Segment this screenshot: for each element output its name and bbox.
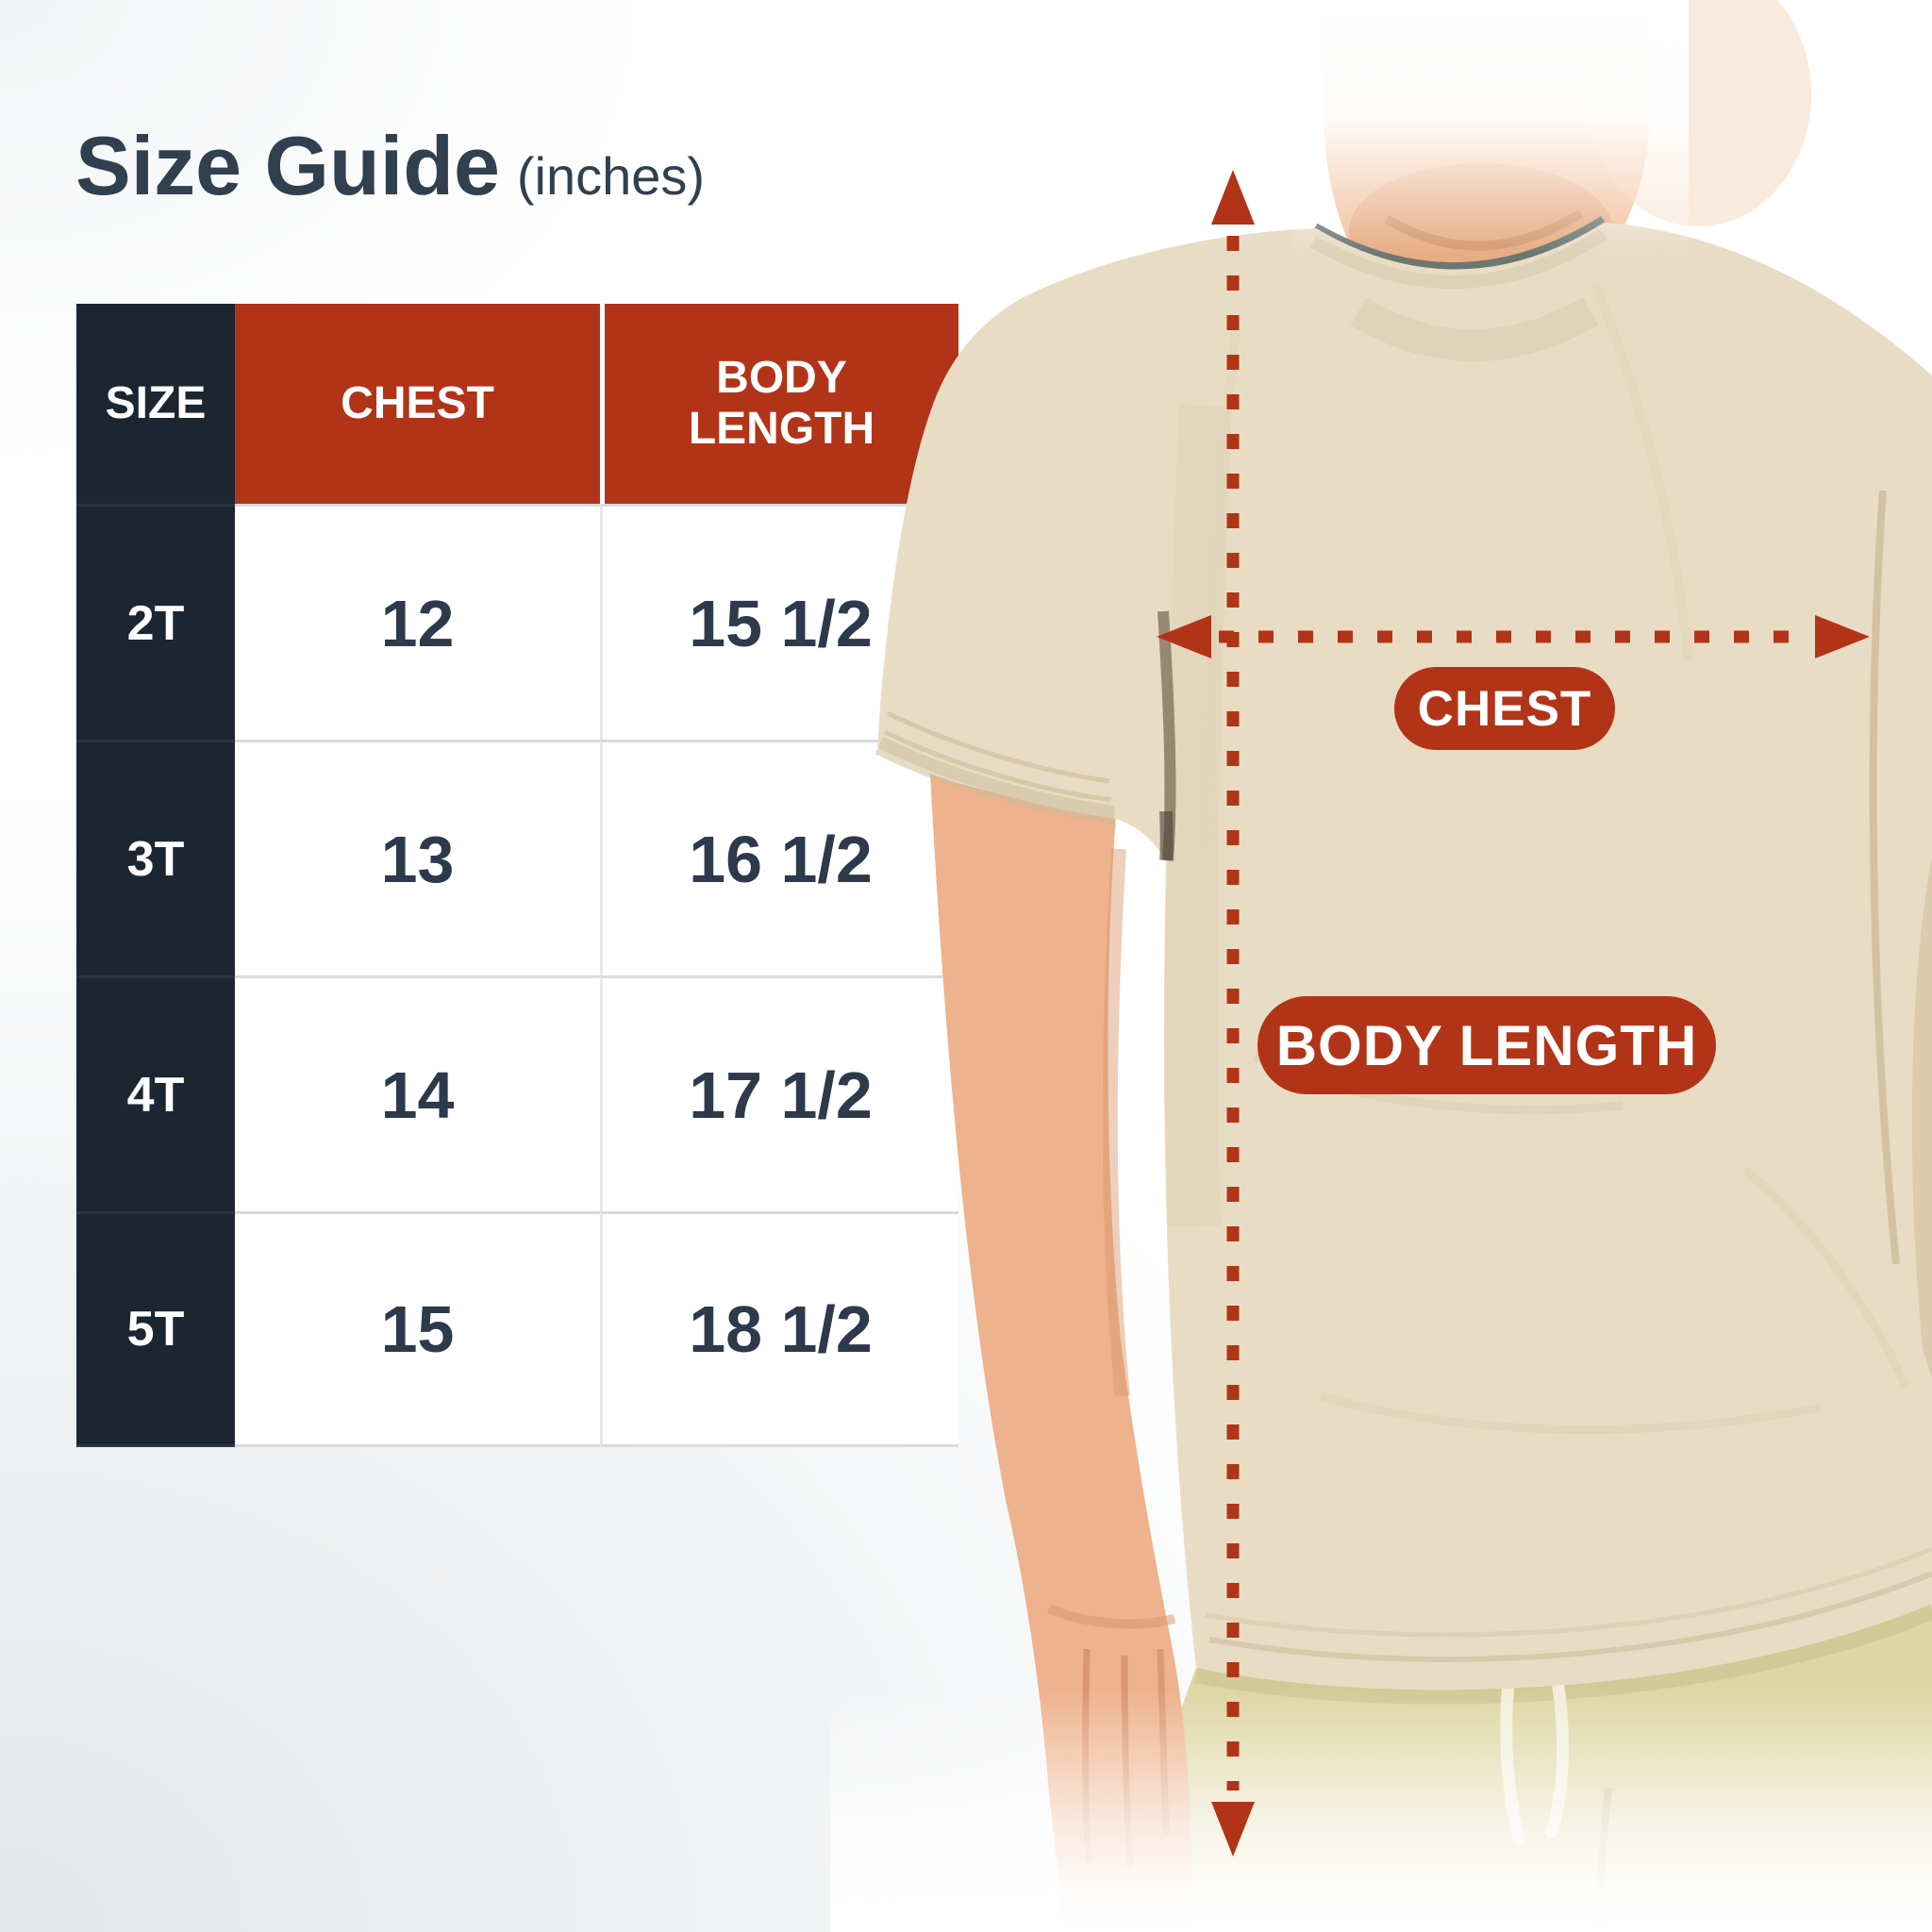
table-row-body-length-cell: 17 1/2 bbox=[600, 975, 958, 1211]
collar-lining bbox=[1305, 215, 1614, 310]
drawstring bbox=[1500, 1665, 1525, 1846]
table-row-size-cell: 4T bbox=[76, 975, 235, 1211]
chest-measurement-label: CHEST bbox=[1394, 667, 1615, 750]
table-row-body-length-cell: 16 1/2 bbox=[600, 740, 958, 975]
table-row-chest-cell: 13 bbox=[235, 740, 600, 975]
body-length-column-header: BODY LENGTH bbox=[600, 304, 958, 504]
table-row-chest-cell: 14 bbox=[235, 975, 600, 1211]
table-row-body-length-cell: 18 1/2 bbox=[600, 1211, 958, 1447]
table-row-size-cell: 2T bbox=[76, 504, 235, 740]
cheek-blur bbox=[1585, 0, 1811, 226]
chest-column-header: CHEST bbox=[235, 304, 600, 504]
page-title-unit: (inches) bbox=[516, 146, 706, 206]
side-seam-crease bbox=[1869, 490, 1900, 1265]
table-row-chest-cell: 15 bbox=[235, 1211, 600, 1447]
table-row-chest-cell: 12 bbox=[235, 504, 600, 740]
pants-seam bbox=[1596, 1787, 1612, 1932]
arrow-right-icon bbox=[1815, 615, 1870, 658]
collar-ribbing bbox=[1309, 228, 1607, 290]
table-row-size-cell: 3T bbox=[76, 740, 235, 975]
drawstring bbox=[1545, 1668, 1570, 1839]
page-title-text: Size Guide bbox=[75, 119, 500, 212]
child-neck bbox=[1323, 0, 1811, 311]
face-fade bbox=[1292, 0, 1689, 255]
size-table: SIZE CHEST BODY LENGTH 2T 12 15 1/2 3T 1… bbox=[76, 304, 958, 1447]
arrow-left-icon bbox=[1157, 615, 1211, 658]
chest-arrow bbox=[1157, 615, 1870, 658]
body-length-measurement-label: BODY LENGTH bbox=[1257, 996, 1716, 1094]
page-title: Size Guide (inches) bbox=[75, 119, 706, 212]
table-row-size-cell: 5T bbox=[76, 1211, 235, 1447]
size-column-header: SIZE bbox=[76, 304, 235, 504]
table-row-body-length-cell: 15 1/2 bbox=[600, 504, 958, 740]
arrow-up-icon bbox=[1211, 170, 1255, 225]
